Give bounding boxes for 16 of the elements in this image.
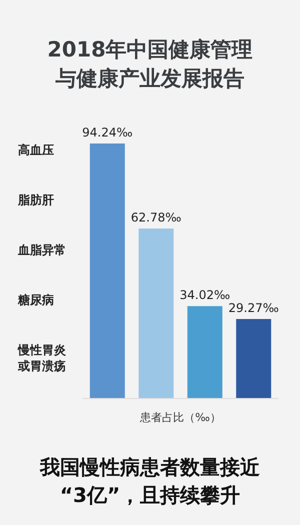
text: 我国慢性病患者数量接近“3亿”，且持续攀升	[39, 455, 260, 507]
text: 脂肪肝	[17, 193, 54, 207]
bar	[187, 306, 222, 398]
chart-title: 2018年中国健康管理与健康产业发展报告	[47, 38, 253, 90]
text: 慢性胃炎或胃溃疡	[17, 343, 67, 373]
bar	[90, 144, 125, 398]
data-label: 34.02‰	[180, 288, 230, 302]
text: 糖尿病	[17, 293, 54, 307]
data-label: 62.78‰	[130, 210, 182, 224]
bar	[138, 228, 174, 398]
data-label: 29.27‰	[228, 300, 279, 315]
data-label: 94.24‰	[82, 126, 133, 140]
x-axis-title: 患者占比（‰）	[139, 411, 221, 424]
text: 高血压	[18, 143, 54, 157]
text: 血脂异常	[17, 243, 66, 257]
bar	[236, 318, 272, 398]
